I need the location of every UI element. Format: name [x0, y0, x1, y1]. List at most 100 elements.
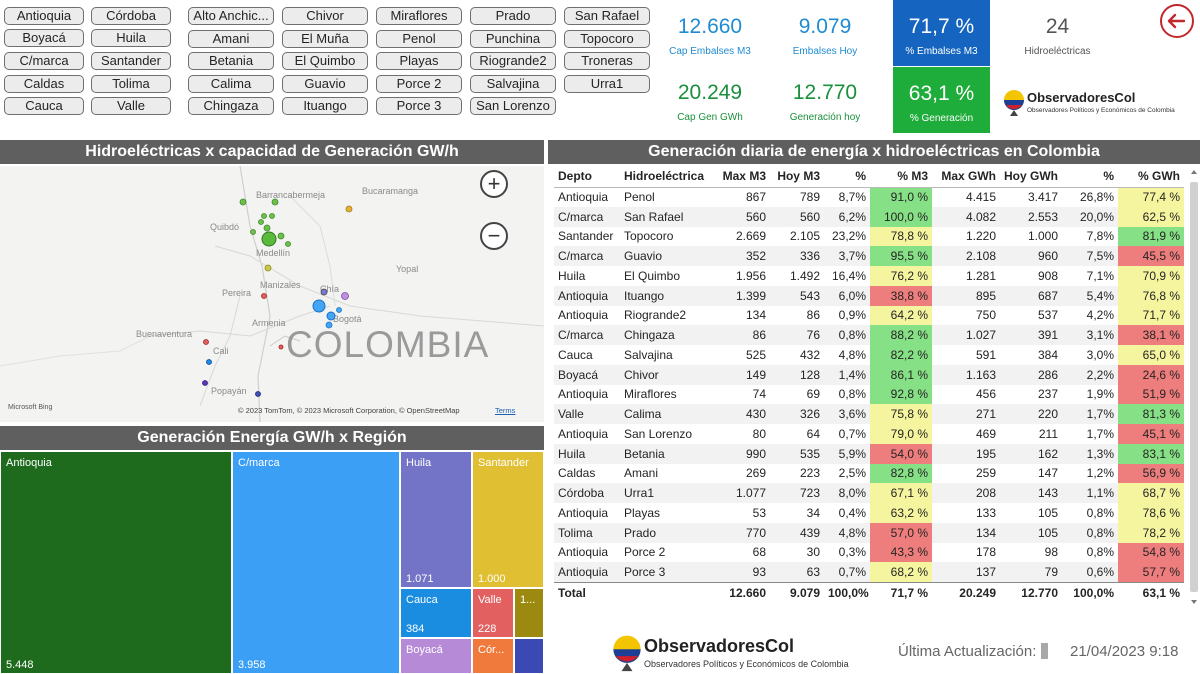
slicer-depto-item[interactable]: Santander [91, 52, 171, 70]
scroll-thumb[interactable] [1190, 182, 1198, 592]
table-row[interactable]: Caldas Amani 269 223 2,5% 82,8 % 259 147 1,2% 56,… [554, 463, 1184, 484]
table-total-cell: 12.660 [716, 581, 770, 604]
slicer-hidroelectrica-item[interactable]: Ituango [282, 97, 368, 115]
slicer-hidroelectrica-item[interactable]: Salvajina [470, 75, 556, 93]
column-header[interactable]: Hidroeléctrica [620, 165, 716, 188]
column-header[interactable]: % M3 [870, 165, 932, 188]
map-terms-link[interactable]: Terms [495, 406, 516, 415]
update-date: 21/04/2023 9:18 [1070, 643, 1179, 660]
slicer-hidroelectrica-item[interactable]: San Lorenzo [470, 97, 556, 115]
table-row[interactable]: Antioquia Ituango 1.399 543 6,0% 38,8 % 895 687… [554, 285, 1184, 306]
table-title: Generación diaria de energía x hidroeléc… [548, 140, 1200, 164]
slicer-hidroelectrica-item[interactable]: Topocoro [564, 30, 650, 48]
slicer-hidroelectrica-item[interactable]: Miraflores [376, 7, 462, 25]
table-row[interactable]: Antioquia Penol 867 789 8,7% 91,0 % 4.415 3.417… [554, 187, 1184, 207]
slicer-hidroelectrica-item[interactable]: Alto Anchic... [188, 7, 274, 25]
slicer-hidroelectrica-item[interactable]: Punchina [470, 30, 556, 48]
slicer-hidroelectrica-item[interactable]: Betania [188, 52, 274, 70]
slicer-hidroelectrica-item[interactable]: Penol [376, 30, 462, 48]
table-cell: 220 [1000, 404, 1062, 424]
table-row[interactable]: Valle Calima 430 326 3,6% 75,8 % 271 220 1,7% 81,… [554, 404, 1184, 424]
table-row[interactable]: Antioquia San Lorenzo 80 64 0,7% 79,0 % 469 211… [554, 424, 1184, 444]
kpi-value: 24 [1045, 15, 1070, 38]
slicer-depto-item[interactable]: Córdoba [91, 7, 171, 25]
table-row[interactable]: Tolima Prado 770 439 4,8% 57,0 % 134 105 0,8% 78,… [554, 522, 1184, 543]
slicer-depto-item[interactable]: Tolima [91, 75, 171, 93]
table-cell: 64 [806, 426, 820, 441]
slicer-depto-item[interactable]: Huila [91, 29, 171, 47]
slicer-depto-item[interactable]: Antioquia [4, 7, 84, 25]
table-scrollbar[interactable] [1190, 168, 1198, 608]
table-row[interactable]: Boyacá Chivor 149 128 1,4% 86,1 % 1.163 286 2,2%… [554, 364, 1184, 385]
table-total-cell: 100,0% [824, 581, 870, 604]
table-row[interactable]: Huila El Quimbo 1.956 1.492 16,4% 76,2 % 1.281… [554, 266, 1184, 286]
column-header[interactable]: Max GWh [932, 165, 1000, 188]
table-row[interactable]: C/marca Guavio 352 336 3,7% 95,5 % 2.108 960 7,5… [554, 246, 1184, 266]
slicer-depto-item[interactable]: Boyacá [4, 29, 84, 47]
table-row[interactable]: Santander Topocoro 2.669 2.105 23,2% 78,8 % 1.… [554, 226, 1184, 247]
table-cell: 1,7% [1062, 404, 1118, 424]
table-cell: 71,7 % [1118, 305, 1184, 326]
slicer-depto-item[interactable]: Cauca [4, 97, 84, 115]
slicer-hidroelectrica-item[interactable]: Amani [188, 30, 274, 48]
kpi-value: 12.660 [677, 15, 743, 38]
table-row[interactable]: C/marca San Rafael 560 560 6,2% 100,0 % 4.082 2… [554, 206, 1184, 227]
slicer-hidroelectrica-item[interactable]: San Rafael [564, 7, 650, 25]
table-row[interactable]: C/marca Chingaza 86 76 0,8% 88,2 % 1.027 391 3,1… [554, 325, 1184, 345]
slicer-hidroelectrica-item[interactable]: Porce 2 [376, 75, 462, 93]
slicer-hidroelectrica-item[interactable]: Guavio [282, 75, 368, 93]
column-header[interactable]: % [1062, 165, 1118, 188]
column-header[interactable]: % GWh [1118, 165, 1184, 188]
treemap-tile-label: C/marca [238, 457, 280, 469]
treemap-tile[interactable]: Antioquia 5.448 [0, 451, 232, 674]
slicer-depto-item[interactable]: Caldas [4, 75, 84, 93]
table-cell: Huila [558, 268, 586, 283]
treemap-tile[interactable]: Santander 1.000 [472, 451, 544, 588]
table-row[interactable]: Cauca Salvajina 525 432 4,8% 82,2 % 591 384 3,0%… [554, 345, 1184, 365]
column-header[interactable]: % [824, 165, 870, 188]
table-cell: 1.399 [716, 285, 770, 306]
slicer-hidroelectrica-item[interactable]: Urra1 [564, 75, 650, 93]
slicer-depto-item[interactable]: Valle [91, 97, 171, 115]
slicer-hidroelectrica-item[interactable]: Calima [188, 75, 274, 93]
treemap-tile-value: 384 [406, 623, 425, 635]
table-row[interactable]: Antioquia Playas 53 34 0,4% 63,2 % 133 105 0,8% 7… [554, 503, 1184, 523]
slicer-hidroelectrica-item[interactable]: Porce 3 [376, 97, 462, 115]
table-row[interactable]: Córdoba Urra1 1.077 723 8,0% 67,1 % 208 143 1,1%… [554, 483, 1184, 503]
slicer-hidroelectrica-item[interactable]: Chivor [282, 7, 368, 25]
table-cell: Antioquia [558, 190, 609, 205]
zoom-out-button[interactable]: − [480, 222, 508, 250]
map-visual[interactable]: Barrancabermeja Bucaramanga Quibdó Medel… [0, 166, 544, 422]
column-header[interactable]: Max M3 [716, 165, 770, 188]
slicer-hidroelectrica-item[interactable]: Riogrande2 [470, 52, 556, 70]
slicer-hidroelectrica-item[interactable]: Chingaza [188, 97, 274, 115]
table-row[interactable]: Huila Betania 990 535 5,9% 54,0 % 195 162 1,3% 83… [554, 443, 1184, 464]
column-header[interactable]: Depto [554, 165, 620, 188]
table-total-cell: 12.770 [1000, 581, 1062, 604]
slicer-depto-item[interactable]: C/marca [4, 52, 84, 70]
table-cell: 439 [770, 522, 824, 543]
treemap-tile[interactable] [514, 638, 544, 674]
slicer-hidroelectrica-item[interactable]: Playas [376, 52, 462, 70]
column-header[interactable]: Hoy M3 [770, 165, 824, 188]
treemap-tile[interactable]: C/marca 3.958 [232, 451, 400, 674]
treemap-tile[interactable]: Boyacá [400, 638, 472, 674]
back-button[interactable] [1160, 4, 1194, 38]
treemap-tile[interactable]: Huila 1.071 [400, 451, 472, 588]
table-row[interactable]: Antioquia Riogrande2 134 86 0,9% 64,2 % 750 537… [554, 305, 1184, 326]
slicer-hidroelectrica-item[interactable]: Prado [470, 7, 556, 25]
table-row[interactable]: Antioquia Porce 2 68 30 0,3% 43,3 % 178 98 0,8% 5… [554, 542, 1184, 563]
slicer-hidroelectrica-item[interactable]: Troneras [564, 52, 650, 70]
slicer-hidroelectrica-item[interactable]: El Quimbo [282, 52, 368, 70]
table-cell: 0,7% [824, 562, 870, 582]
treemap-tile[interactable]: Cór... [472, 638, 514, 674]
table-row[interactable]: Antioquia Porce 3 93 63 0,7% 68,2 % 137 79 0,6% 5… [554, 562, 1184, 582]
treemap-tile[interactable]: Cauca 384 [400, 588, 472, 638]
zoom-in-button[interactable]: + [480, 170, 508, 198]
treemap-tile[interactable]: Valle 228 [472, 588, 514, 638]
slicer-hidroelectrica-item[interactable]: El Muña [282, 30, 368, 48]
table-row[interactable]: Antioquia Miraflores 74 69 0,8% 92,8 % 456 237 1… [554, 384, 1184, 405]
table-cell: 82,8 % [870, 463, 932, 484]
treemap-tile[interactable]: 1... [514, 588, 544, 638]
column-header[interactable]: Hoy GWh [1000, 165, 1062, 188]
